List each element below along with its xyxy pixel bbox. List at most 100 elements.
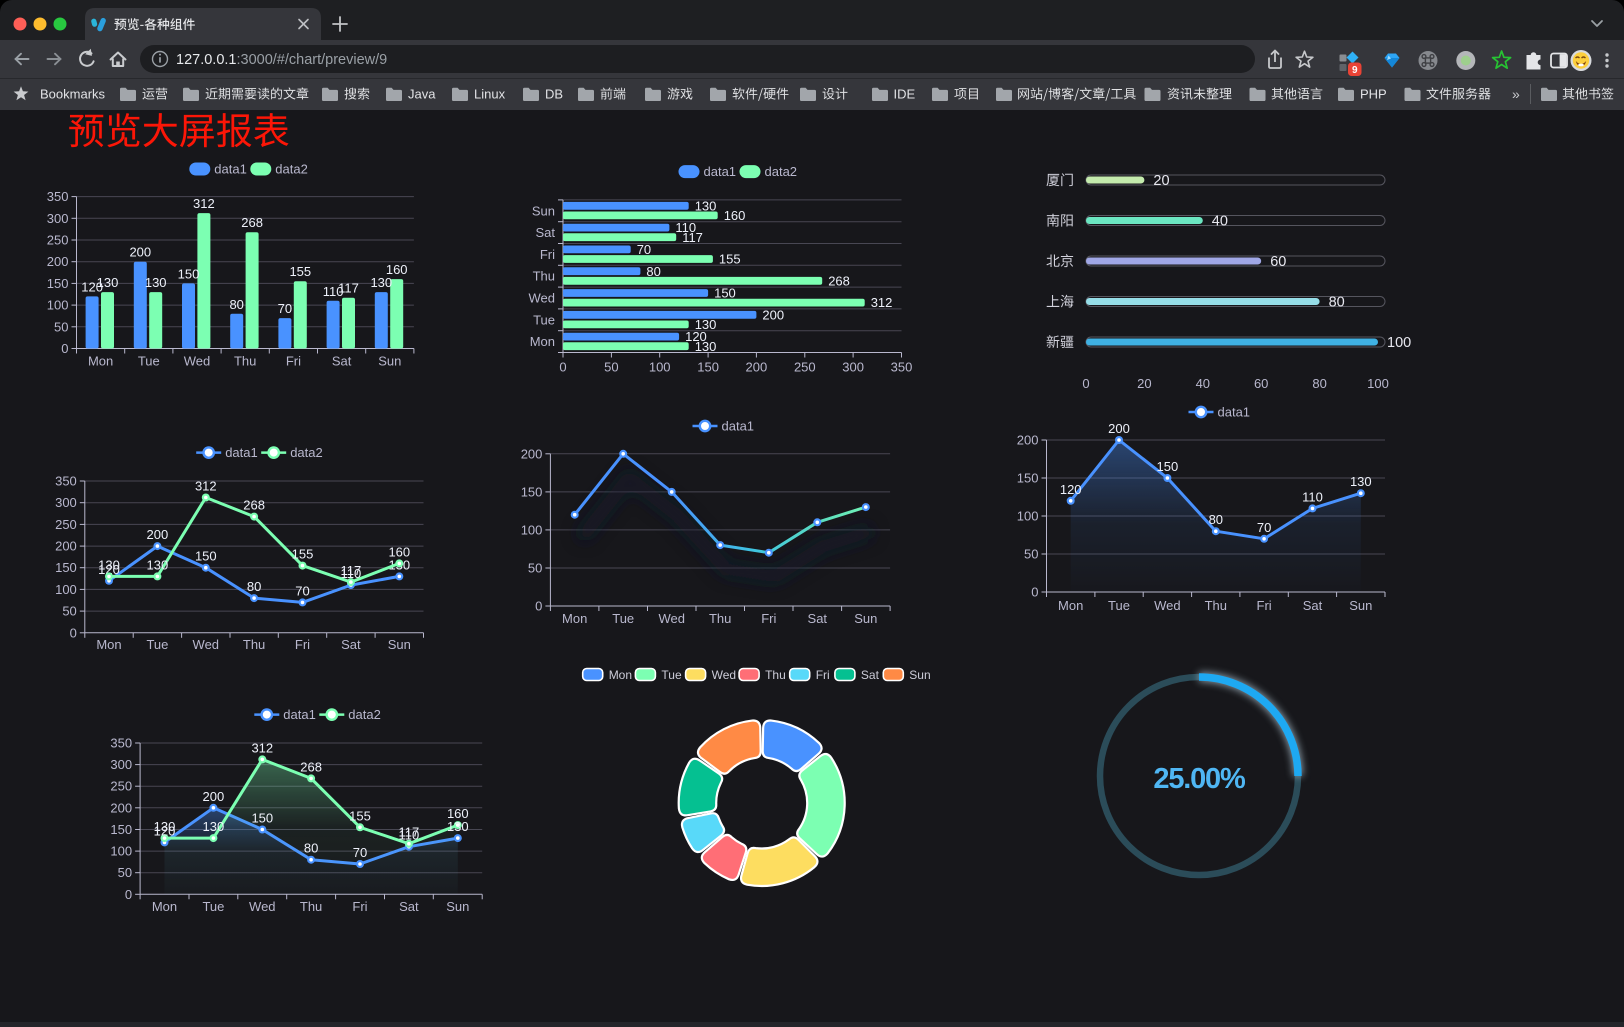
svg-text:312: 312: [871, 295, 893, 310]
svg-text:110: 110: [323, 284, 344, 299]
svg-text:0: 0: [535, 599, 542, 614]
svg-text:110: 110: [1302, 489, 1323, 504]
svg-text:Sun: Sun: [378, 354, 401, 369]
svg-text:160: 160: [447, 806, 469, 821]
svg-text:200: 200: [1108, 421, 1130, 436]
svg-text:100: 100: [47, 298, 69, 313]
svg-text:250: 250: [55, 517, 77, 532]
svg-text:0: 0: [1082, 376, 1089, 391]
svg-text:Sat: Sat: [535, 225, 555, 240]
svg-text:155: 155: [289, 264, 311, 279]
svg-text:40: 40: [1196, 376, 1210, 391]
svg-text:Sun: Sun: [1349, 598, 1372, 613]
svg-text:Tue: Tue: [138, 354, 160, 369]
svg-text:IDE: IDE: [894, 87, 916, 102]
svg-text:40: 40: [1212, 214, 1228, 230]
svg-text:150: 150: [1157, 459, 1179, 474]
svg-text:Sat: Sat: [861, 668, 880, 682]
svg-text:110: 110: [675, 220, 696, 235]
svg-text:60: 60: [1254, 376, 1268, 391]
svg-text:160: 160: [724, 208, 746, 223]
svg-text:110: 110: [341, 566, 362, 581]
svg-text:Fri: Fri: [1257, 598, 1272, 613]
svg-text:130: 130: [695, 339, 717, 354]
svg-text:100: 100: [110, 844, 132, 859]
svg-text:Sat: Sat: [341, 637, 361, 652]
svg-text:100: 100: [649, 360, 671, 375]
svg-text:200: 200: [47, 254, 69, 269]
svg-text:200: 200: [55, 539, 77, 554]
svg-text:200: 200: [762, 307, 784, 322]
svg-text:Wed: Wed: [184, 354, 211, 369]
svg-text:Wed: Wed: [193, 637, 220, 652]
svg-text:20: 20: [1153, 173, 1169, 189]
svg-text:Java: Java: [408, 87, 436, 102]
svg-text:Sat: Sat: [1303, 598, 1323, 613]
svg-text:Mon: Mon: [562, 611, 587, 626]
svg-text:350: 350: [47, 189, 69, 204]
svg-text:130: 130: [145, 275, 167, 290]
svg-text:200: 200: [203, 789, 225, 804]
svg-text:Sun: Sun: [854, 611, 877, 626]
svg-text:Tue: Tue: [661, 668, 682, 682]
svg-text:300: 300: [47, 211, 69, 226]
svg-text:50: 50: [1024, 547, 1038, 562]
svg-text:Sun: Sun: [532, 203, 555, 218]
svg-text:70: 70: [1257, 520, 1271, 535]
svg-text:312: 312: [251, 740, 273, 755]
svg-text:150: 150: [697, 360, 719, 375]
svg-text:100: 100: [521, 522, 543, 537]
svg-text:Linux: Linux: [474, 87, 506, 102]
svg-text:150: 150: [195, 549, 217, 564]
svg-text:130: 130: [447, 819, 469, 834]
svg-text:80: 80: [304, 841, 318, 856]
svg-text:117: 117: [399, 825, 420, 840]
svg-text:130: 130: [147, 557, 169, 572]
svg-text:120: 120: [1060, 482, 1082, 497]
svg-text:130: 130: [98, 557, 120, 572]
svg-text:150: 150: [714, 286, 736, 301]
svg-text:250: 250: [794, 360, 816, 375]
svg-text:200: 200: [746, 360, 768, 375]
svg-text:50: 50: [528, 561, 542, 576]
svg-text:Tue: Tue: [146, 637, 168, 652]
svg-text:Sat: Sat: [399, 899, 419, 914]
svg-text:Sun: Sun: [909, 668, 930, 682]
svg-text:Sat: Sat: [332, 354, 352, 369]
svg-text:Wed: Wed: [249, 899, 276, 914]
svg-text:50: 50: [54, 319, 68, 334]
svg-text:250: 250: [110, 779, 132, 794]
svg-text:Mon: Mon: [609, 668, 632, 682]
svg-text:Fri: Fri: [540, 247, 555, 262]
svg-text:300: 300: [55, 495, 77, 510]
svg-text:80: 80: [646, 264, 660, 279]
svg-text:160: 160: [388, 544, 410, 559]
svg-text:150: 150: [251, 811, 273, 826]
svg-text:130: 130: [1350, 474, 1372, 489]
svg-text:80: 80: [229, 297, 243, 312]
svg-text:Tue: Tue: [533, 312, 555, 327]
svg-text:Mon: Mon: [530, 334, 555, 349]
svg-text:155: 155: [719, 252, 741, 267]
svg-text:100: 100: [1017, 509, 1039, 524]
svg-text:Thu: Thu: [765, 668, 786, 682]
svg-text:Wed: Wed: [1154, 598, 1181, 613]
svg-text:200: 200: [1017, 433, 1039, 448]
svg-text:70: 70: [353, 845, 367, 860]
svg-text:200: 200: [129, 245, 151, 260]
svg-text:data2: data2: [765, 164, 798, 179]
svg-text:130: 130: [97, 275, 119, 290]
svg-text:Tue: Tue: [612, 611, 634, 626]
svg-text:110: 110: [399, 828, 420, 843]
svg-text:130: 130: [370, 275, 392, 290]
svg-text:120: 120: [154, 823, 176, 838]
svg-text:Sun: Sun: [388, 637, 411, 652]
svg-text:Fri: Fri: [295, 637, 310, 652]
svg-text:350: 350: [110, 736, 132, 751]
svg-text:DB: DB: [545, 87, 563, 102]
svg-text:250: 250: [47, 233, 69, 248]
svg-text:350: 350: [55, 474, 77, 489]
svg-text:Thu: Thu: [533, 269, 555, 284]
svg-text:117: 117: [338, 281, 359, 296]
svg-text:data2: data2: [290, 445, 323, 460]
